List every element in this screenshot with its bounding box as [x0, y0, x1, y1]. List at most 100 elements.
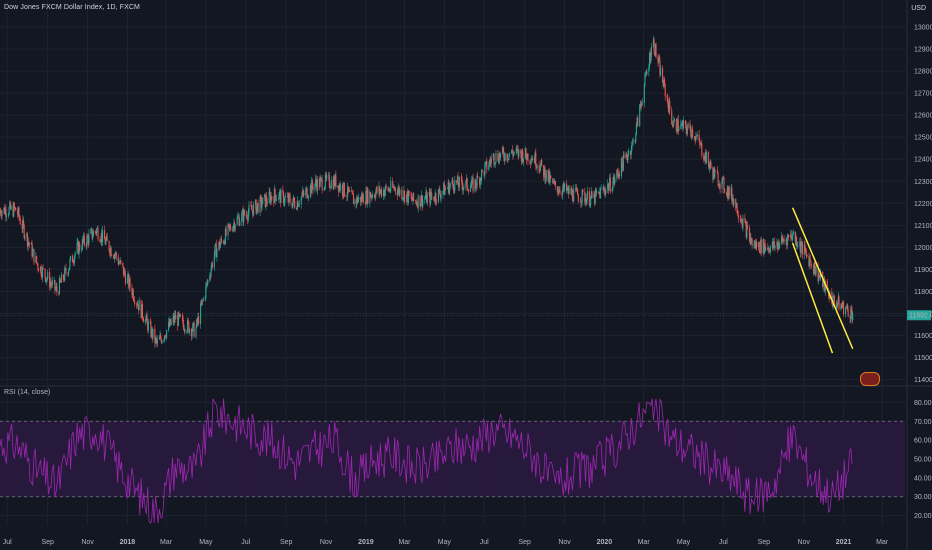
- candle-body: [164, 335, 166, 338]
- candle-body: [636, 117, 638, 124]
- candle-body: [397, 190, 399, 196]
- candle-body: [123, 269, 125, 276]
- candle-body: [439, 194, 441, 199]
- candle-body: [145, 314, 147, 320]
- candle-body: [485, 160, 487, 163]
- candle-body: [626, 157, 628, 160]
- candle-body: [115, 252, 117, 256]
- candle-body: [805, 250, 807, 255]
- candle-body: [511, 149, 513, 153]
- candle-body: [843, 301, 845, 315]
- candle-body: [47, 272, 49, 279]
- candle-body: [667, 98, 669, 104]
- candle-body: [730, 188, 732, 196]
- candle-body: [168, 322, 170, 331]
- candle-body: [735, 203, 737, 208]
- price-tick-label: 11900: [914, 267, 932, 274]
- candle-body: [100, 233, 102, 242]
- candle-body: [680, 123, 683, 125]
- candle-body: [174, 314, 176, 320]
- candle-body: [799, 241, 801, 246]
- candle-body: [479, 178, 481, 185]
- candle-body: [376, 187, 378, 193]
- candle-body: [152, 328, 154, 339]
- candle-body: [453, 189, 455, 191]
- candle-body: [814, 262, 816, 275]
- candle-body: [571, 189, 573, 195]
- candle-body: [330, 180, 332, 188]
- candle-body: [387, 187, 389, 191]
- candle-body: [613, 176, 615, 182]
- event-badge-icon[interactable]: [860, 372, 880, 386]
- candle-body: [270, 196, 272, 203]
- candle-body: [81, 249, 83, 251]
- candle-body: [198, 316, 200, 325]
- candle-body: [318, 178, 321, 187]
- candle-body: [120, 260, 122, 263]
- candle-body: [133, 299, 135, 301]
- candle-body: [773, 241, 775, 248]
- candle-body: [554, 181, 556, 183]
- candle-body: [782, 238, 784, 242]
- candle-body: [696, 136, 698, 138]
- candle-body: [96, 228, 98, 234]
- candle-body: [841, 305, 843, 307]
- candle-body: [501, 147, 504, 153]
- candle-body: [86, 235, 88, 246]
- candle-body: [237, 216, 240, 218]
- candle-body: [617, 172, 619, 176]
- rsi-band-fill: [0, 421, 905, 497]
- candle-body: [483, 170, 485, 176]
- candle-body: [608, 185, 610, 191]
- candle-body: [463, 186, 465, 188]
- candle-body: [122, 262, 124, 267]
- candle-body: [147, 320, 149, 331]
- candle-body: [375, 192, 377, 199]
- candle-body: [238, 216, 240, 226]
- candle-body: [780, 236, 783, 244]
- candle-body: [142, 317, 144, 321]
- candle-body: [677, 119, 679, 133]
- candle-body: [710, 162, 712, 169]
- candle-body: [456, 180, 458, 183]
- candle-body: [33, 249, 35, 263]
- candle-body: [26, 233, 28, 237]
- candle-body: [540, 160, 542, 165]
- candle-body: [369, 192, 372, 198]
- candle-body: [691, 129, 693, 137]
- candle-body: [794, 231, 796, 242]
- candle-body: [567, 186, 569, 189]
- candle-body: [352, 194, 355, 205]
- candle-body: [13, 203, 15, 217]
- candle-body: [771, 241, 773, 247]
- candle-body: [307, 197, 309, 199]
- candle-body: [447, 188, 449, 189]
- candle-body: [728, 187, 730, 196]
- candle-body: [684, 120, 686, 124]
- candle-body: [232, 226, 234, 232]
- candle-body: [103, 230, 106, 240]
- candle-body: [223, 241, 225, 243]
- candle-body: [64, 268, 66, 269]
- candle-body: [586, 199, 588, 205]
- candle-body: [241, 212, 243, 222]
- candle-body: [589, 204, 591, 206]
- price-tick-label: 11800: [914, 289, 932, 296]
- candle-body: [667, 103, 670, 113]
- candle-body: [269, 194, 272, 203]
- candle-body: [663, 79, 666, 85]
- candle-body: [370, 195, 372, 198]
- candle-body: [731, 188, 733, 201]
- candle-body: [809, 258, 811, 261]
- candle-body: [570, 188, 572, 195]
- candle-body: [94, 231, 96, 232]
- candle-body: [381, 189, 383, 197]
- candle-body: [599, 192, 601, 199]
- candle-body: [243, 210, 245, 222]
- candle-body: [577, 195, 579, 202]
- candle-body: [712, 168, 715, 180]
- candle-body: [591, 191, 593, 198]
- candle-body: [31, 243, 33, 257]
- candle-body: [563, 184, 565, 190]
